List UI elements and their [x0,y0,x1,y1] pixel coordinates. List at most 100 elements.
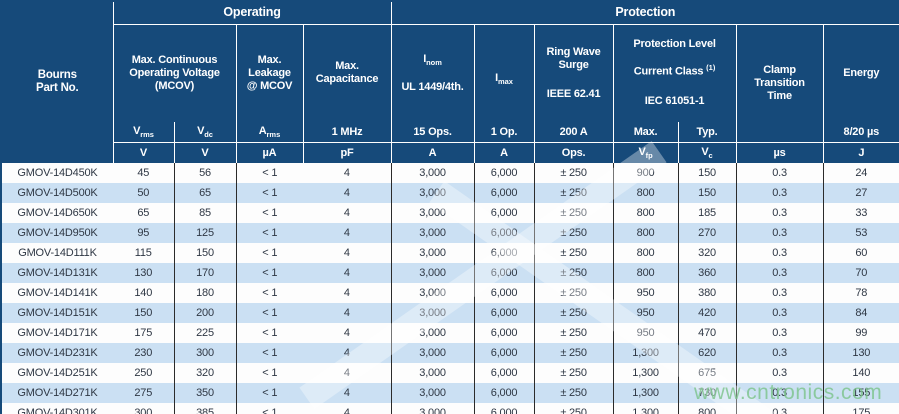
value-cell: 33 [822,202,899,223]
part-number-cell: GMOV-14D650K [1,202,113,223]
value-cell: 3,000 [390,162,475,183]
ring-wave-standard: IEEE 62.41 [546,87,601,100]
unit-ring: Ops. [534,142,614,163]
value-cell: 0.3 [735,342,824,363]
value-cell: 4 [303,162,392,183]
value-cell: 6,000 [473,342,535,363]
value-cell: 95 [113,222,174,243]
header-inom: Inom UL 1449/4th. [391,24,475,122]
table-row: GMOV-14D171K 175 225 < 1 4 3,000 6,000 ± 250 950… [1,322,899,343]
value-cell: 1,300 [612,402,679,414]
value-cell: 800 [677,402,737,414]
value-cell: 275 [113,382,174,403]
value-cell: 6,000 [473,302,535,323]
value-cell: ± 250 [533,342,614,363]
value-cell: ± 250 [533,402,614,414]
value-cell: 3,000 [390,342,475,363]
part-number-cell: GMOV-14D231K [1,342,113,363]
value-cell: 900 [612,162,679,183]
value-cell: 6,000 [473,282,535,303]
value-cell: 53 [822,222,899,243]
value-cell: 6,000 [473,362,535,383]
value-cell: 115 [113,242,174,263]
value-cell: 140 [113,282,174,303]
value-cell: 230 [113,342,174,363]
value-cell: < 1 [235,242,303,263]
value-cell: 320 [677,242,737,263]
protection-level-standard: IEC 61051-1 [644,95,705,107]
ring-wave-title: Ring Wave Surge [546,45,601,71]
unit-imax: A [474,142,535,163]
value-cell: ± 250 [533,202,614,223]
value-cell: 1,300 [612,362,679,383]
header-mcov: Max. Continuous Operating Voltage (MCOV) [113,24,237,122]
value-cell: 300 [173,342,236,363]
value-cell: 45 [113,162,174,183]
value-cell: 6,000 [473,182,535,203]
value-cell: < 1 [235,342,303,363]
imax-symbol: Imax [495,72,513,87]
value-cell: 3,000 [390,402,475,414]
unit-inom: A [391,142,475,163]
value-cell: 620 [677,342,737,363]
value-cell: < 1 [235,222,303,243]
unit-energy: J [823,142,899,163]
value-cell: 3,000 [390,262,475,283]
header-group-operating: Operating [113,1,392,25]
unit-arms: µA [236,142,304,163]
value-cell: 185 [677,202,737,223]
subheader-typ: Typ. [678,121,737,143]
value-cell: < 1 [235,182,303,203]
inom-symbol: Inom [423,52,442,67]
value-cell: ± 250 [533,162,614,183]
value-cell: 60 [822,242,899,263]
part-number-cell: GMOV-14D141K [1,282,113,303]
value-cell: ± 250 [533,222,614,243]
value-cell: ± 250 [533,262,614,283]
value-cell: 800 [612,262,679,283]
value-cell: 56 [173,162,236,183]
value-cell: ± 250 [533,282,614,303]
value-cell: 0.3 [735,302,824,323]
value-cell: 175 [822,402,899,414]
value-cell: 3,000 [390,202,475,223]
subheader-arms: Arms [236,121,304,143]
value-cell: 3,000 [390,282,475,303]
value-cell: 150 [677,182,737,203]
part-number-cell: GMOV-14D251K [1,362,113,383]
unit-vrms: V [113,142,175,163]
value-cell: 470 [677,322,737,343]
value-cell: 70 [822,262,899,283]
value-cell: 0.3 [735,162,824,183]
value-cell: 0.3 [735,382,824,403]
part-number-cell: GMOV-14D450K [1,162,113,183]
table-body: GMOV-14D450K 45 56 < 1 4 3,000 6,000 ± 250 900 15… [1,162,899,414]
value-cell: 200 [173,302,236,323]
table-row: GMOV-14D271K 275 350 < 1 4 3,000 6,000 ± 250 1,3… [1,382,899,403]
value-cell: ± 250 [533,382,614,403]
subheader-vrms: Vrms [113,121,175,143]
value-cell: < 1 [235,302,303,323]
value-cell: 420 [677,302,737,323]
value-cell: 4 [303,342,392,363]
value-cell: 3,000 [390,382,475,403]
part-number-cell: GMOV-14D151K [1,302,113,323]
value-cell: 150 [113,302,174,323]
value-cell: 150 [677,162,737,183]
value-cell: 4 [303,262,392,283]
unit-cap: pF [303,142,392,163]
value-cell: ± 250 [533,182,614,203]
value-cell: 225 [173,322,236,343]
part-number-cell: GMOV-14D271K [1,382,113,403]
value-cell: 300 [113,402,174,414]
value-cell: 1,300 [612,342,679,363]
header-part-number: Bourns Part No. [1,1,114,163]
table-row: GMOV-14D251K 250 320 < 1 4 3,000 6,000 ± 250 1,3… [1,362,899,383]
subheader-vdc: Vdc [174,121,237,143]
table-row: GMOV-14D450K 45 56 < 1 4 3,000 6,000 ± 250 900 15… [1,162,899,183]
part-number-cell: GMOV-14D111K [1,242,113,263]
value-cell: 3,000 [390,242,475,263]
inom-standard: UL 1449/4th. [401,80,464,93]
subheader-1mhz: 1 MHz [303,121,392,143]
